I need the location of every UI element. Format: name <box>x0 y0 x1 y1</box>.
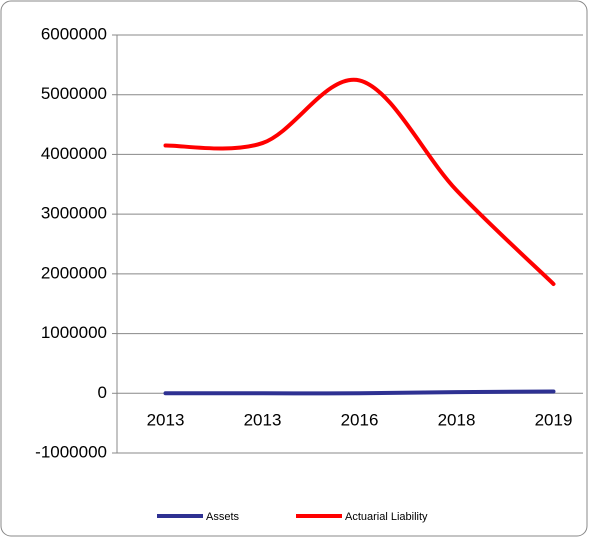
x-tick-label: 2016 <box>341 410 379 429</box>
x-tick-label: 2013 <box>147 410 185 429</box>
legend-text: Assets <box>206 511 240 523</box>
y-tick-label: 0 <box>98 383 107 402</box>
x-tick-label: 2013 <box>244 410 282 429</box>
y-tick-label: -1000000 <box>35 442 107 461</box>
y-tick-label: 4000000 <box>41 144 107 163</box>
y-tick-label: 2000000 <box>41 263 107 282</box>
x-tick-label: 2019 <box>535 410 573 429</box>
y-tick-label: 3000000 <box>41 204 107 223</box>
line-series <box>163 389 556 396</box>
y-tick-label: 6000000 <box>41 24 107 43</box>
y-tick-label: 1000000 <box>41 323 107 342</box>
x-tick-label: 2018 <box>438 410 476 429</box>
legend-text: Actuarial Liability <box>345 511 428 523</box>
line-series <box>163 77 556 287</box>
y-tick-label: 5000000 <box>41 84 107 103</box>
